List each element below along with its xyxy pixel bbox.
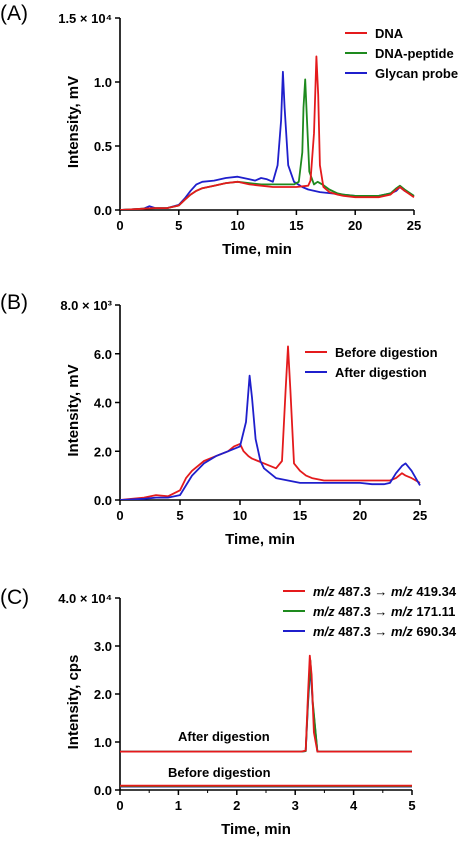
y-tick-label: 4.0 [94, 396, 112, 411]
legend-label: m/z 487.3 → m/z 171.11 [313, 604, 455, 619]
x-tick-label: 25 [413, 508, 427, 523]
legend-label: m/z 487.3 → m/z 419.34 [313, 584, 457, 599]
x-tick-label: 0 [116, 218, 123, 233]
x-tick-label: 0 [116, 508, 123, 523]
y-tick-label: 2.0 [94, 687, 112, 702]
x-tick-label: 20 [348, 218, 362, 233]
panel-label: (C) [0, 586, 29, 609]
x-tick-label: 3 [292, 798, 299, 813]
series-line-1 [120, 345, 421, 500]
x-tick-label: 0 [116, 798, 123, 813]
series-line-1 [120, 70, 415, 210]
annotation-before-digestion: Before digestion [168, 765, 271, 780]
panel-a: (A) 0 5 10 15 20 25 0.0 0.5 1.0 1.5 × 10⁴ Time, min… [0, 2, 458, 258]
y-tick-label: 8.0 × 10³ [60, 298, 112, 313]
y-tick-label: 0.0 [94, 493, 112, 508]
legend-label: m/z 487.3 → m/z 690.34 [313, 624, 457, 639]
x-tick-label: 10 [230, 218, 244, 233]
x-tick-label: 15 [293, 508, 307, 523]
panel-label: (A) [0, 2, 28, 25]
x-tick-label: 5 [408, 798, 415, 813]
y-axis-title: Intensity, mV [65, 76, 82, 168]
y-tick-label: 1.0 [94, 735, 112, 750]
x-axis-title: Time, min [222, 241, 292, 258]
series-line-6 [120, 654, 412, 753]
x-axis-title: Time, min [225, 531, 295, 548]
legend-label: Before digestion [335, 345, 438, 360]
y-axis-title: Intensity, mV [65, 364, 82, 456]
legend-label: DNA-peptide [375, 46, 454, 61]
annotation-after-digestion: After digestion [178, 729, 270, 744]
x-tick-label: 2 [233, 798, 240, 813]
y-tick-label: 1.0 [94, 75, 112, 90]
panel-b: (B) 0 5 10 15 20 25 0.0 2.0 4.0 6.0 8.0 × 10³ Time, … [0, 291, 438, 548]
x-axis-title: Time, min [221, 821, 291, 838]
x-tick-label: 5 [176, 508, 183, 523]
panel-c: (C) 0 1 2 3 4 5 0.0 1.0 2.0 3.0 4.0 × 10⁴ Time, min I… [0, 584, 457, 838]
series-line-2 [120, 78, 415, 210]
x-tick-label: 15 [289, 218, 303, 233]
x-tick-label: 4 [350, 798, 358, 813]
y-tick-label: 0.0 [94, 783, 112, 798]
y-tick-label: 0.5 [94, 139, 112, 154]
y-tick-label: 6.0 [94, 347, 112, 362]
x-tick-label: 5 [175, 218, 182, 233]
legend-label: DNA [375, 26, 404, 41]
series-line-2 [120, 374, 421, 500]
y-axis-title: Intensity, cps [65, 655, 82, 750]
x-tick-label: 25 [407, 218, 421, 233]
legend-label: After digestion [335, 365, 427, 380]
x-tick-label: 1 [175, 798, 182, 813]
y-tick-label: 3.0 [94, 639, 112, 654]
legend-label: Glycan probe [375, 66, 458, 81]
panel-label: (B) [0, 291, 28, 314]
x-tick-label: 20 [353, 508, 367, 523]
y-tick-label: 0.0 [94, 203, 112, 218]
y-tick-label: 4.0 × 10⁴ [58, 591, 112, 606]
series-line-3 [120, 55, 415, 210]
x-tick-label: 10 [233, 508, 247, 523]
y-tick-label: 2.0 [94, 444, 112, 459]
y-tick-label: 1.5 × 10⁴ [58, 11, 112, 26]
